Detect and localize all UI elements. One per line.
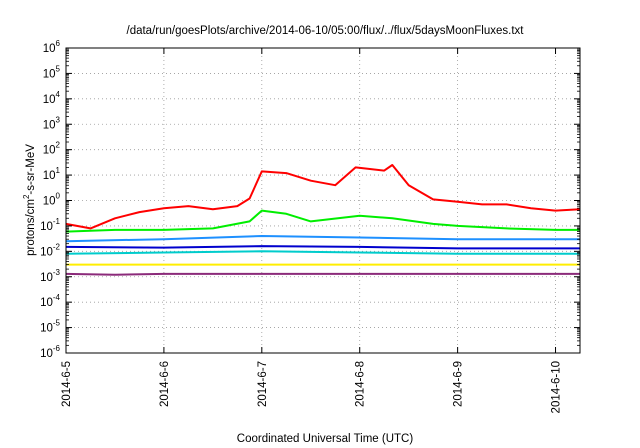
tick-layer: 10-610-510-410-310-210-11001011021031041… bbox=[40, 39, 580, 413]
y-tick-label-base: 10 bbox=[40, 272, 53, 284]
y-tick-label: 101 bbox=[43, 166, 61, 182]
y-tick-label-exponent: 2 bbox=[56, 141, 61, 150]
y-tick-label-base: 10 bbox=[43, 68, 56, 80]
x-tick-label: 2014-6-8 bbox=[355, 361, 367, 407]
series-line bbox=[65, 272, 580, 276]
series-layer bbox=[65, 164, 581, 276]
y-axis-label-post: -s-sr-MeV bbox=[25, 144, 37, 195]
x-axis-label: Coordinated Universal Time (UTC) bbox=[237, 433, 414, 445]
y-tick-label-exponent: -6 bbox=[53, 344, 61, 353]
x-tick-label: 2014-6-7 bbox=[257, 361, 269, 407]
y-tick-label-exponent: -4 bbox=[53, 293, 61, 302]
y-tick-label: 10-2 bbox=[40, 242, 60, 258]
x-tick-label: 2014-6-5 bbox=[61, 361, 73, 407]
y-tick-label-exponent: 5 bbox=[56, 64, 61, 73]
x-tick-label: 2014-6-9 bbox=[453, 361, 465, 407]
y-axis-label: protons/cm2-s-sr-MeV bbox=[22, 144, 37, 256]
x-tick-label: 2014-6-10 bbox=[551, 361, 563, 413]
y-tick-label: 105 bbox=[43, 64, 61, 80]
y-tick-label-exponent: -1 bbox=[53, 217, 61, 226]
y-axis-label-pre: protons/cm bbox=[25, 199, 37, 256]
y-tick-label: 10-4 bbox=[40, 293, 60, 309]
series-line bbox=[65, 164, 581, 230]
series-line bbox=[65, 250, 580, 255]
y-tick-label-exponent: 6 bbox=[56, 39, 61, 48]
y-tick-label-base: 10 bbox=[40, 221, 53, 233]
y-tick-label-exponent: 3 bbox=[56, 115, 61, 124]
y-tick-label-base: 10 bbox=[43, 119, 56, 131]
y-tick-label-base: 10 bbox=[40, 297, 53, 309]
y-tick-label: 100 bbox=[43, 192, 61, 208]
y-tick-label-exponent: -5 bbox=[53, 319, 61, 328]
y-tick-label: 104 bbox=[43, 90, 61, 106]
chart-title: /data/run/goesPlots/archive/2014-06-10/0… bbox=[127, 25, 525, 37]
y-tick-label-base: 10 bbox=[43, 196, 56, 208]
y-tick-label-base: 10 bbox=[43, 43, 56, 55]
y-tick-label: 10-3 bbox=[40, 268, 60, 284]
y-tick-label-exponent: 0 bbox=[56, 192, 61, 201]
y-tick-label: 10-6 bbox=[40, 344, 60, 360]
y-tick-label-base: 10 bbox=[43, 170, 56, 182]
series-line bbox=[65, 245, 580, 250]
y-tick-label-exponent: -3 bbox=[53, 268, 61, 277]
y-tick-label: 10-1 bbox=[40, 217, 60, 233]
y-tick-label-base: 10 bbox=[40, 246, 53, 258]
x-tick-label: 2014-6-6 bbox=[159, 361, 171, 407]
series-line bbox=[65, 235, 580, 243]
y-tick-label-base: 10 bbox=[43, 94, 56, 106]
y-axis-label-sup: 2 bbox=[22, 194, 31, 199]
y-tick-label-base: 10 bbox=[40, 348, 53, 360]
y-tick-label-exponent: 1 bbox=[56, 166, 61, 175]
y-tick-label-base: 10 bbox=[43, 145, 56, 157]
y-tick-label: 10-5 bbox=[40, 319, 60, 335]
y-tick-label: 102 bbox=[43, 141, 61, 157]
y-tick-label-exponent: 4 bbox=[56, 90, 61, 99]
y-tick-label: 103 bbox=[43, 115, 61, 131]
series-line bbox=[65, 209, 580, 233]
y-tick-label-exponent: -2 bbox=[53, 242, 61, 251]
y-tick-label-base: 10 bbox=[40, 323, 53, 335]
y-tick-label: 106 bbox=[43, 39, 61, 55]
